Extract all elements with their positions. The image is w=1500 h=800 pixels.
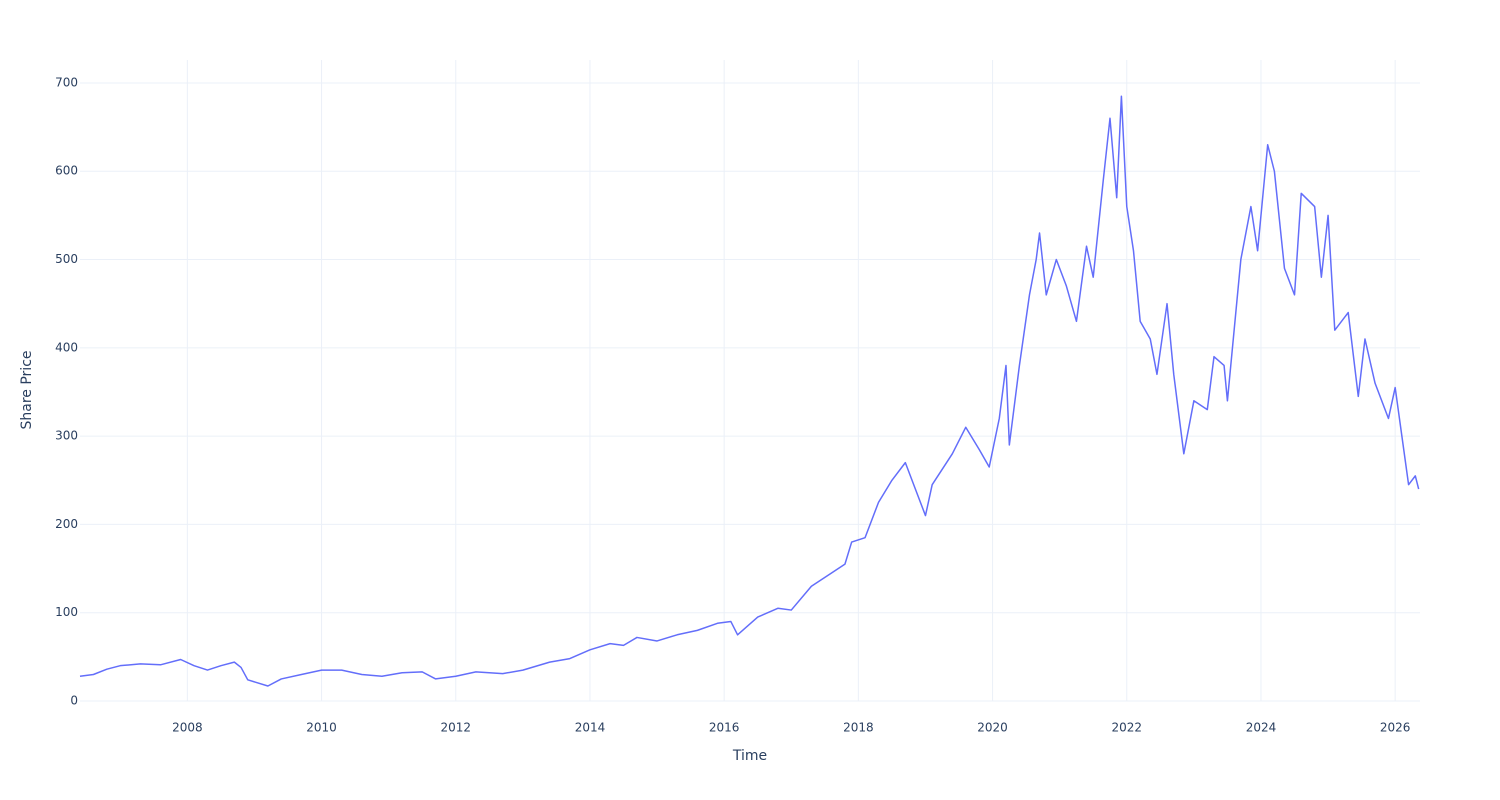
x-tick-label: 2020 bbox=[977, 721, 1008, 735]
y-tick-label: 500 bbox=[55, 252, 78, 266]
x-tick-label: 2022 bbox=[1111, 721, 1142, 735]
x-tick-label: 2018 bbox=[843, 721, 874, 735]
x-tick-label: 2012 bbox=[440, 721, 471, 735]
y-tick-label: 200 bbox=[55, 517, 78, 531]
x-tick-label: 2008 bbox=[172, 721, 203, 735]
x-tick-label: 2024 bbox=[1246, 721, 1277, 735]
y-tick-label: 700 bbox=[55, 75, 78, 89]
y-tick-label: 600 bbox=[55, 164, 78, 178]
x-tick-label: 2014 bbox=[575, 721, 606, 735]
price-line bbox=[79, 95, 1420, 687]
x-axis-title: Time bbox=[732, 748, 767, 764]
x-tick-label: 2026 bbox=[1380, 721, 1411, 735]
y-tick-label: 300 bbox=[55, 429, 78, 443]
x-tick-label: 2010 bbox=[306, 721, 337, 735]
x-tick-label: 2016 bbox=[709, 721, 740, 735]
y-axis-title: Share Price bbox=[19, 350, 35, 429]
y-tick-label: 100 bbox=[55, 605, 78, 619]
y-tick-label: 0 bbox=[70, 694, 78, 708]
y-tick-label: 400 bbox=[55, 340, 78, 354]
